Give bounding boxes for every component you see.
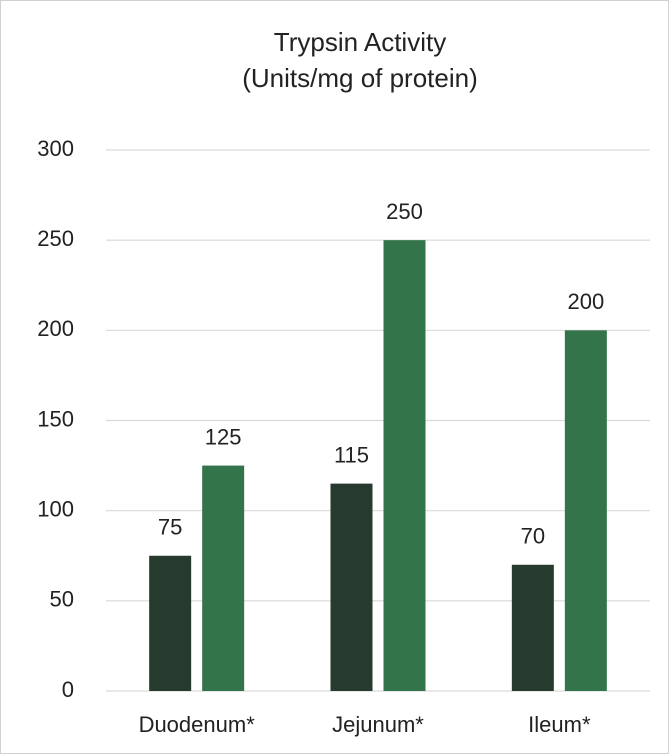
bar [330, 483, 373, 691]
bar [511, 564, 554, 691]
y-tick-label: 200 [37, 316, 74, 341]
x-tick-label: Ileum* [528, 712, 591, 737]
value-label: 115 [334, 442, 369, 467]
value-label: 125 [205, 424, 242, 449]
y-tick-label: 0 [62, 677, 74, 702]
x-tick-label: Duodenum* [139, 712, 256, 737]
y-tick-label: 50 [50, 587, 74, 612]
x-tick-label: Jejunum* [332, 712, 424, 737]
chart-title: Trypsin Activity [274, 27, 446, 57]
y-tick-label: 300 [37, 136, 74, 161]
value-label: 75 [158, 515, 182, 540]
bar [383, 240, 426, 691]
value-label: 70 [521, 524, 545, 549]
chart-subtitle: (Units/mg of protein) [242, 63, 478, 93]
bar [149, 555, 192, 691]
y-tick-label: 150 [37, 406, 74, 431]
bar [202, 465, 245, 691]
bar [564, 330, 607, 691]
value-label: 250 [386, 199, 423, 224]
y-tick-label: 100 [37, 496, 74, 521]
y-tick-label: 250 [37, 226, 74, 251]
value-label: 200 [567, 289, 604, 314]
